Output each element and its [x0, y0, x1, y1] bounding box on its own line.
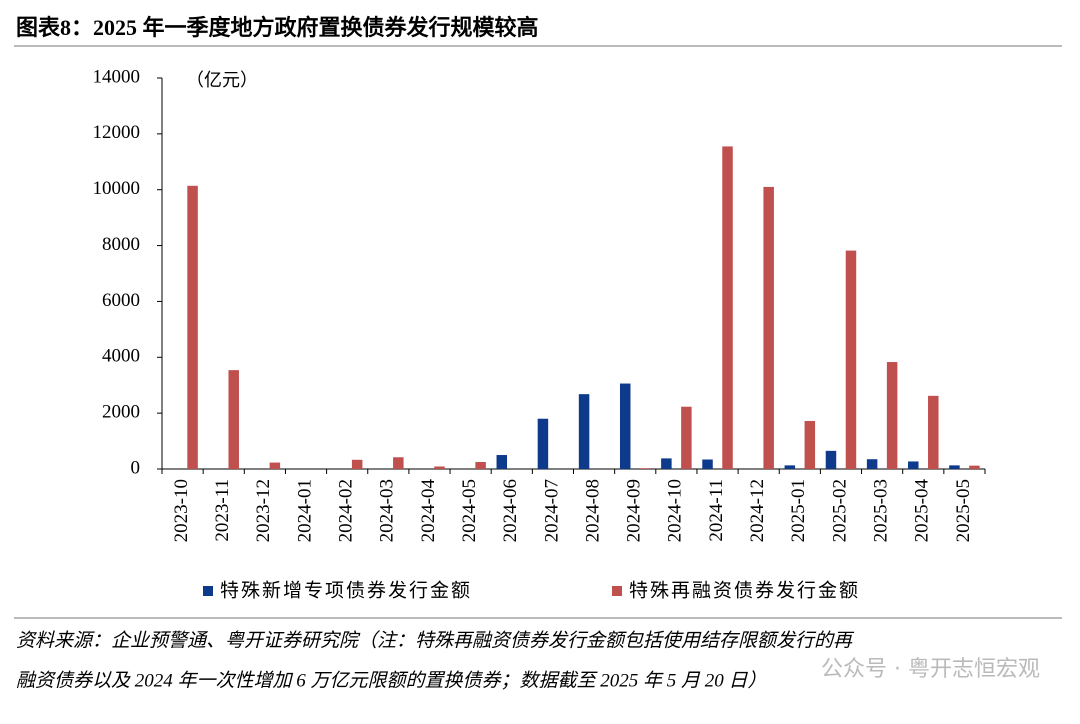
y-tick-label: 14000 — [93, 66, 141, 87]
bar — [619, 383, 631, 469]
y-tick-label: 10000 — [93, 178, 141, 199]
x-tick-label: 2024-01 — [294, 479, 315, 542]
bar — [928, 395, 939, 469]
bar — [475, 462, 486, 469]
x-tick-label: 2024-07 — [541, 479, 562, 542]
source-text: 融资债券以及 2024 年一次性增加 6 万亿元限额的置换债券；数据截至 202… — [16, 669, 767, 691]
bar — [393, 457, 404, 469]
bar — [537, 418, 549, 469]
bar — [804, 420, 816, 469]
y-tick-label: 4000 — [102, 346, 140, 367]
x-tick-label: 2024-09 — [624, 479, 645, 542]
bar — [661, 458, 672, 469]
bar — [639, 468, 651, 469]
bar — [825, 450, 837, 469]
x-tick-label: 2025-03 — [870, 479, 891, 542]
legend-label: 特殊再融资债券发行金额 — [629, 579, 860, 601]
x-tick-label: 2024-11 — [706, 479, 727, 542]
x-tick-label: 2025-05 — [953, 479, 974, 542]
legend-swatch — [203, 586, 213, 596]
y-tick-label: 6000 — [102, 290, 140, 311]
unit-label: （亿元） — [186, 70, 258, 90]
bar — [845, 250, 857, 469]
x-tick-label: 2023-12 — [253, 479, 274, 542]
bar — [908, 461, 919, 469]
x-tick-label: 2023-11 — [212, 479, 233, 542]
bar — [702, 459, 713, 469]
x-tick-label: 2024-04 — [418, 479, 439, 543]
y-tick-label: 8000 — [102, 234, 140, 255]
bar — [351, 459, 363, 469]
x-tick-label: 2025-01 — [788, 479, 809, 542]
x-tick-label: 2024-12 — [747, 479, 768, 542]
bar — [187, 185, 198, 469]
bar — [434, 466, 445, 469]
bar — [578, 394, 590, 469]
bar — [496, 455, 508, 469]
y-tick-label: 0 — [131, 457, 141, 478]
legend-swatch — [612, 586, 622, 596]
bar — [722, 146, 733, 470]
x-tick-label: 2025-04 — [912, 479, 933, 543]
bar — [228, 370, 239, 469]
watermark: 公众号 · 粤开志恒宏观 — [821, 657, 1040, 682]
x-tick-label: 2024-06 — [500, 479, 521, 542]
x-tick-label: 2023-10 — [171, 479, 192, 542]
x-tick-label: 2024-02 — [336, 479, 357, 542]
x-tick-label: 2025-02 — [829, 479, 850, 542]
bar — [681, 406, 692, 469]
x-tick-label: 2024-03 — [377, 479, 398, 542]
source-text: 资料来源：企业预警通、粤开证券研究院（注：特殊再融资债券发行金额包括使用结存限额… — [16, 629, 855, 651]
chart-title: 图表8：2025 年一季度地方政府置换债券发行规模较高 — [16, 15, 539, 40]
bar — [866, 459, 878, 469]
bar — [949, 465, 960, 469]
bar — [886, 362, 898, 469]
bar — [969, 465, 980, 469]
y-tick-label: 12000 — [93, 122, 141, 143]
y-tick-label: 2000 — [102, 402, 140, 423]
bar — [784, 465, 796, 469]
legend-label: 特殊新增专项债券发行金额 — [220, 579, 472, 601]
bar — [269, 462, 281, 469]
bar — [763, 186, 774, 469]
x-tick-label: 2024-08 — [582, 479, 603, 542]
x-tick-label: 2024-05 — [459, 479, 480, 542]
x-tick-label: 2024-10 — [665, 479, 686, 542]
